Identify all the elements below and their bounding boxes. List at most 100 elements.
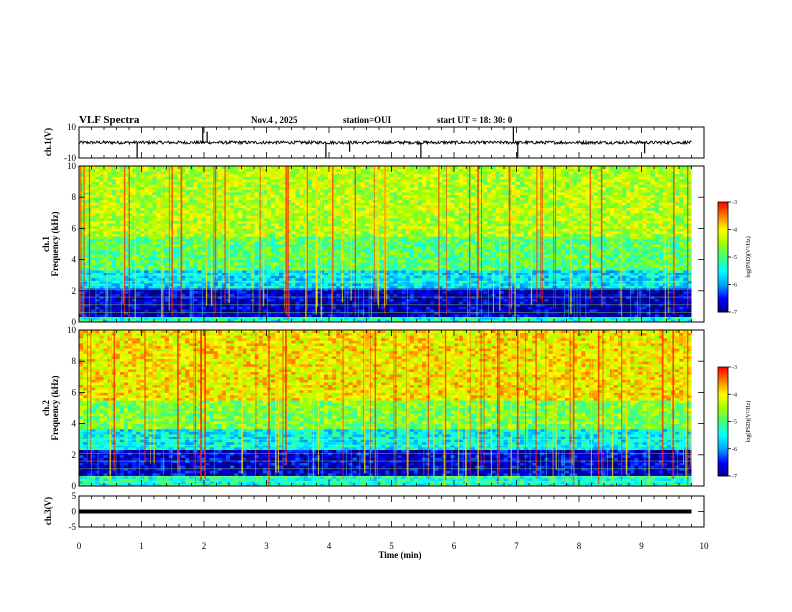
ch1-spec-cell [168, 283, 174, 286]
ch1-spec-cell [515, 319, 521, 323]
ch1-spec-cell [613, 275, 619, 279]
ch1-spec-cell [83, 241, 88, 245]
ch1-spec-cell [626, 303, 631, 307]
ch1-spec-cell [434, 264, 439, 268]
ch1-spec-cell [377, 283, 382, 286]
ch1-spec-cell [221, 270, 227, 273]
ch1-spec-cell [291, 241, 296, 245]
ch1-spec-cell [132, 270, 137, 273]
ch1-spec-cell [95, 290, 100, 294]
ch1-spec-cell [573, 246, 578, 250]
ch1-spec-cell [450, 288, 456, 292]
ch1-spec-cell [605, 267, 611, 271]
ch1-spec-cell [95, 309, 100, 312]
ch1-spec-cell [177, 259, 182, 263]
ch1-spec-cell [258, 270, 264, 273]
ch1-spec-cell [160, 262, 166, 266]
ch1-spec-cell [344, 241, 349, 245]
ch1-spec-cell [573, 267, 578, 271]
ch1-spec-cell [434, 257, 439, 260]
ch1-spec-cell [258, 311, 264, 315]
ch1-spec-cell [483, 275, 488, 279]
ch1-spec-cell [589, 254, 594, 258]
ch1-spec-cell [520, 249, 525, 253]
ch1-spec-cell [111, 290, 117, 294]
ch1-spec-cell [552, 290, 558, 294]
ch1-spec-cell [295, 241, 300, 245]
ch1-spec-cell [279, 238, 284, 242]
ch1-spec-cell [430, 264, 435, 268]
ch1-spec-cell [413, 309, 419, 312]
ch1-spec-cell [446, 249, 451, 253]
ch1-spec-cell [524, 267, 529, 271]
ch1-spec-cell [438, 283, 443, 286]
ch1-spec-cell [422, 316, 427, 320]
ch1-spec-cell [311, 257, 317, 260]
ch1-spec-cell [397, 238, 402, 242]
ch1-spec-cell [454, 241, 460, 245]
ch1-spec-cell [164, 246, 170, 250]
ch1-spec-cell [413, 259, 419, 263]
ch1-spec-cell [520, 283, 525, 286]
ch1-spec-cell [164, 254, 170, 258]
ch1-spec-cell [495, 238, 500, 242]
ch1-spec-cell [409, 246, 415, 250]
ch1-spec-cell [626, 298, 631, 302]
ch1-spec-cell [675, 257, 680, 260]
ch1-spec-cell [185, 303, 190, 307]
ch1-spec-cell [564, 238, 570, 242]
ch1-spec-cell [495, 303, 500, 307]
ch1-spec-cell [226, 244, 231, 247]
ch1-spec-cell [462, 290, 468, 294]
ch1-spec-cell [123, 285, 129, 289]
figure-title: VLF Spectra [79, 114, 140, 126]
ch1-spec-cell [646, 319, 652, 323]
ch1-spec-cell [458, 311, 464, 315]
ch1-spec-cell [123, 298, 129, 302]
ch1-spec-cell [393, 301, 398, 305]
ch1-spec-cell [356, 314, 362, 318]
ch1-spec-cell [254, 277, 260, 281]
ch1-spec-cell [319, 244, 325, 247]
ch1-spec-cell [181, 285, 186, 289]
ch1-spec-cell [360, 314, 366, 318]
ch1-spec-cell [515, 251, 521, 255]
ch1-spec-cell [389, 275, 394, 279]
ch1-spec-cell [230, 319, 235, 323]
ch1-spec-cell [426, 296, 431, 299]
ch1-spec-cell [397, 270, 402, 273]
ch1-spec-cell [91, 272, 96, 276]
ch1-spec-cell [373, 301, 378, 305]
ch1-spec-cell [275, 283, 280, 286]
ch1-spec-cell [315, 293, 321, 297]
ch1-spec-cell [315, 280, 321, 284]
ch1-spec-cell [532, 311, 537, 315]
ch1-spec-cell [442, 262, 447, 266]
ch1-spec-cell [442, 244, 447, 247]
ch1-spec-cell [626, 290, 631, 294]
ch1-spec-cell [634, 272, 639, 276]
ch1-spec-cell [622, 290, 627, 294]
ch1-spec-cell [242, 277, 247, 281]
ch1-spec-cell [319, 270, 325, 273]
ch1-spec-cell [319, 257, 325, 260]
ch1-spec-cell [438, 316, 443, 320]
ch1-spec-cell [344, 288, 349, 292]
ch1-spec-cell [520, 280, 525, 284]
ch1-spec-cell [638, 285, 643, 289]
ch1-spec-cell [360, 303, 366, 307]
ch1-spec-cell [413, 290, 419, 294]
ch1-spec-cell [344, 306, 349, 310]
ch1-spec-cell [377, 246, 382, 250]
ch1-spec-cell [511, 251, 517, 255]
ch1-spec-cell [499, 272, 505, 276]
ch1-spec-cell [515, 254, 521, 258]
ch1-spec-cell [128, 259, 133, 263]
ch1-spec-cell [270, 277, 276, 281]
ch1-spec-cell [462, 267, 468, 271]
ch1-spec-cell [107, 244, 113, 247]
ch1-spec-cell [581, 262, 586, 266]
ch1-spec-cell [560, 238, 566, 242]
ch1-spec-cell [544, 311, 549, 315]
ch1-spec-cell [128, 264, 133, 268]
